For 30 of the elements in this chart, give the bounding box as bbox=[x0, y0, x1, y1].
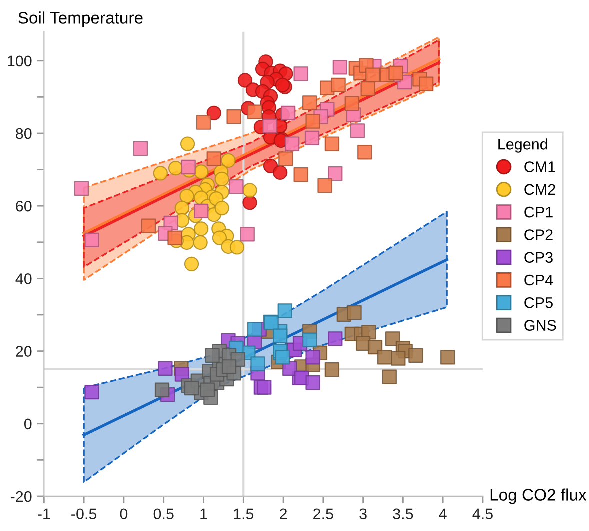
legend-label: CM1 bbox=[524, 162, 556, 172]
x-axis-title: Log CO2 flux bbox=[490, 488, 587, 504]
x-tick-label: 4 bbox=[439, 508, 447, 520]
legend-label: CP4 bbox=[524, 274, 554, 286]
legend-label: CP3 bbox=[524, 252, 553, 264]
y-axis-title: Soil Temperature bbox=[18, 12, 143, 28]
y-tick-label: 80 bbox=[16, 128, 32, 140]
legend-label: GNS bbox=[524, 320, 556, 331]
legend-title: Legend bbox=[498, 138, 548, 153]
y-tick-label: -20 bbox=[10, 491, 32, 502]
x-tick-label: 0.5 bbox=[154, 508, 174, 520]
x-tick-label: 2.5 bbox=[314, 508, 334, 520]
y-tick-label: 100 bbox=[8, 56, 32, 67]
x-tick-label: 3 bbox=[360, 508, 367, 520]
y-tick-label: 20 bbox=[16, 346, 32, 357]
y-tick-label: 40 bbox=[16, 274, 32, 284]
legend-label: CP5 bbox=[524, 298, 553, 308]
x-tick-label: 1.5 bbox=[234, 508, 254, 520]
x-tick-label: 2 bbox=[280, 508, 288, 520]
legend-label: CM2 bbox=[524, 184, 556, 196]
x-tick-label: -1 bbox=[38, 508, 50, 520]
legend-label: CP1 bbox=[524, 206, 553, 218]
x-tick-label: 0 bbox=[120, 508, 128, 520]
y-tick-label: 60 bbox=[16, 200, 32, 212]
y-tick-label: 0 bbox=[24, 418, 32, 430]
x-tick-label: 4.5 bbox=[472, 508, 493, 520]
x-tick-label: -0.5 bbox=[72, 508, 97, 520]
x-tick-label: 1 bbox=[200, 508, 208, 520]
legend-label: CP2 bbox=[524, 230, 553, 240]
x-tick-label: 3.5 bbox=[393, 508, 414, 520]
